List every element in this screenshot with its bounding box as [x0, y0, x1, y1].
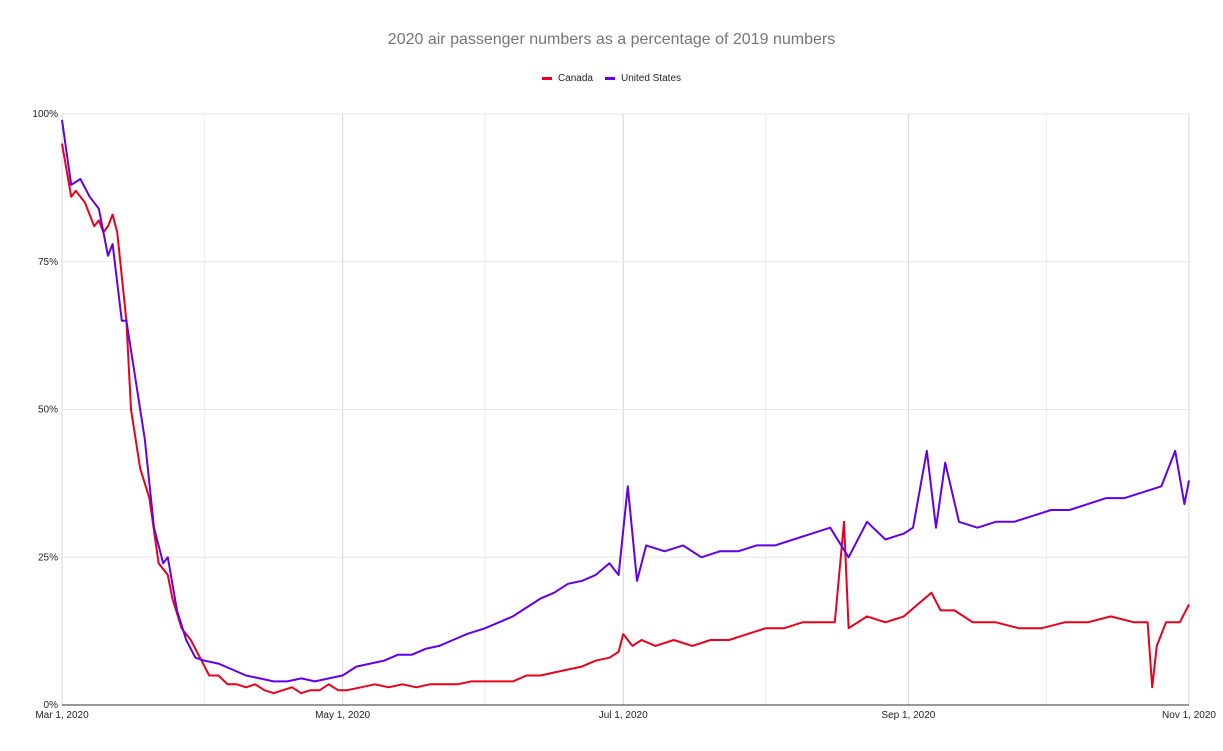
legend-swatch-united-states: [604, 77, 615, 80]
series-line-united-states: [61, 119, 1190, 683]
legend-item-united-states[interactable]: United States: [604, 73, 682, 84]
legend-swatch-canada: [541, 77, 552, 80]
x-tick-label: Mar 1, 2020: [35, 710, 89, 721]
x-tick-label: Nov 1, 2020: [1162, 710, 1216, 721]
legend-item-canada[interactable]: Canada: [541, 73, 593, 84]
y-tick-label: 100%: [32, 109, 58, 120]
legend-label-united-states: United States: [620, 73, 682, 84]
x-tick-label: May 1, 2020: [315, 710, 370, 721]
chart-title: 2020 air passenger numbers as a percenta…: [387, 31, 836, 48]
y-tick-label: 50%: [38, 405, 58, 416]
legend-label-canada: Canada: [557, 73, 593, 84]
legend: Canada United States: [0, 73, 1223, 84]
y-tick-label: 0%: [44, 700, 59, 711]
series-line-canada: [61, 143, 1190, 695]
x-tick-label: Sep 1, 2020: [881, 710, 935, 721]
y-tick-label: 25%: [38, 552, 58, 563]
x-tick-label: Jul 1, 2020: [599, 710, 648, 721]
y-tick-label: 75%: [38, 257, 58, 268]
